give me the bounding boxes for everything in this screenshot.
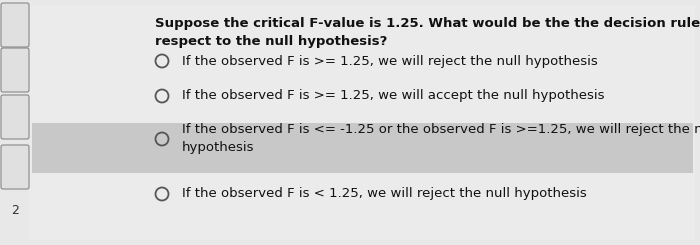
FancyBboxPatch shape <box>1 145 29 189</box>
Text: Suppose the critical F-value is 1.25. What would be the the decision rule with: Suppose the critical F-value is 1.25. Wh… <box>155 17 700 30</box>
Text: If the observed F is <= -1.25 or the observed F is >=1.25, we will reject the nu: If the observed F is <= -1.25 or the obs… <box>182 123 700 155</box>
FancyBboxPatch shape <box>32 123 693 173</box>
Text: If the observed F is < 1.25, we will reject the null hypothesis: If the observed F is < 1.25, we will rej… <box>182 187 587 200</box>
FancyBboxPatch shape <box>30 5 695 240</box>
FancyBboxPatch shape <box>1 95 29 139</box>
Text: 2: 2 <box>11 204 19 217</box>
Text: If the observed F is >= 1.25, we will reject the null hypothesis: If the observed F is >= 1.25, we will re… <box>182 54 598 68</box>
FancyBboxPatch shape <box>1 3 29 47</box>
FancyBboxPatch shape <box>1 48 29 92</box>
Text: If the observed F is >= 1.25, we will accept the null hypothesis: If the observed F is >= 1.25, we will ac… <box>182 89 605 102</box>
Text: respect to the null hypothesis?: respect to the null hypothesis? <box>155 35 387 48</box>
